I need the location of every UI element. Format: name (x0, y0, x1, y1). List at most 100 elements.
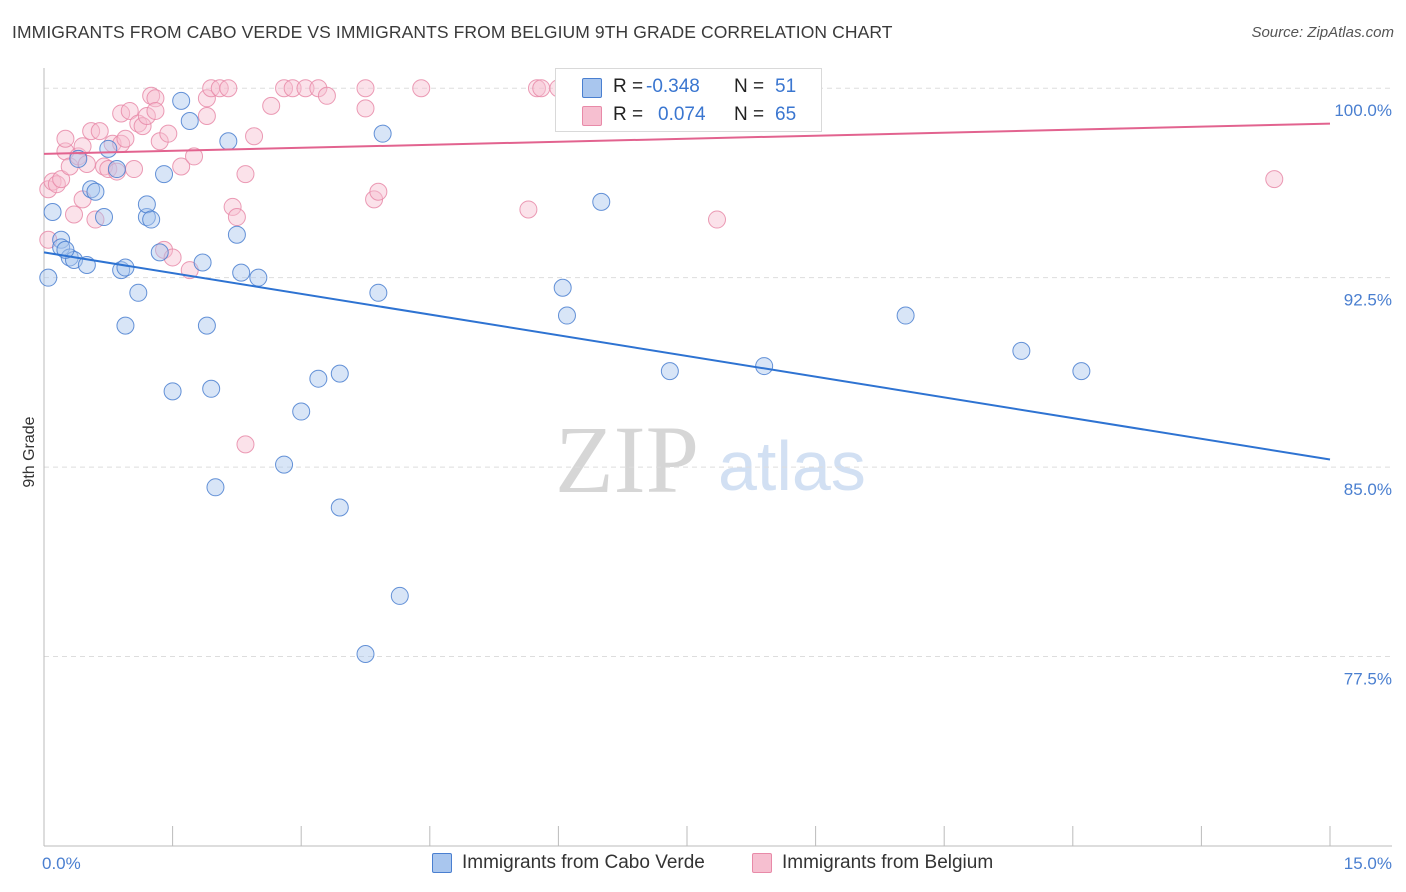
point-belgium (356, 79, 375, 98)
point-cabo-verde (69, 149, 88, 168)
point-belgium (412, 79, 431, 98)
point-cabo-verde (390, 586, 409, 605)
legend-n-label: N = (734, 104, 765, 125)
point-belgium (708, 210, 727, 229)
bottom-legend-label: Immigrants from Cabo Verde (462, 852, 705, 873)
legend-r-value: -0.348 (646, 76, 700, 97)
watermark-zip: ZIP (555, 406, 699, 513)
chart-title: IMMIGRANTS FROM CABO VERDE VS IMMIGRANTS… (12, 22, 893, 42)
point-cabo-verde (553, 278, 572, 297)
point-belgium (133, 117, 152, 136)
watermark: ZIP atlas (555, 406, 866, 513)
point-cabo-verde (249, 268, 268, 287)
point-belgium (519, 200, 538, 219)
source-credit: Source: ZipAtlas.com (1251, 24, 1394, 41)
point-cabo-verde (150, 243, 169, 262)
point-belgium (52, 170, 71, 189)
point-cabo-verde (275, 455, 294, 474)
y-tick-labels: 100.0% 92.5% 85.0% 77.5% (1334, 101, 1392, 688)
point-cabo-verde (202, 379, 221, 398)
point-belgium (527, 79, 546, 98)
point-belgium (137, 106, 156, 125)
point-cabo-verde (330, 498, 349, 517)
point-belgium (159, 124, 178, 143)
y-tick-label: 77.5% (1344, 670, 1392, 689)
point-belgium (245, 127, 264, 146)
legend-n-value: 65 (775, 104, 797, 125)
point-cabo-verde (163, 382, 182, 401)
point-belgium (146, 101, 165, 120)
point-cabo-verde (155, 165, 174, 184)
point-belgium (296, 79, 315, 98)
point-belgium (369, 182, 388, 201)
legend-n-value: 51 (775, 76, 797, 97)
point-cabo-verde (86, 182, 105, 201)
point-belgium (116, 129, 135, 148)
point-cabo-verde (292, 402, 311, 421)
stats-legend: R = -0.348 N = 51 R = 0.074 N = 65 (555, 68, 822, 132)
point-cabo-verde (107, 160, 126, 179)
point-belgium (90, 122, 109, 141)
legend-n-label: N = (734, 76, 765, 97)
point-cabo-verde (137, 195, 156, 214)
point-belgium (125, 160, 144, 179)
point-belgium (262, 96, 281, 115)
trend-lines (43, 122, 1331, 461)
series-cabo-verde (39, 91, 1091, 664)
point-belgium (219, 79, 238, 98)
point-belgium (532, 79, 551, 98)
point-belgium (197, 106, 216, 125)
point-cabo-verde (129, 283, 148, 302)
y-tick-label: 85.0% (1344, 480, 1392, 499)
trend-line-cabo-verde (43, 251, 1331, 461)
legend-row-cabo-verde: R = -0.348 N = 51 (556, 72, 821, 100)
point-belgium (65, 205, 84, 224)
bottom-legend-swatch-pink (752, 853, 772, 873)
point-cabo-verde (99, 139, 118, 158)
point-cabo-verde (43, 202, 62, 221)
point-cabo-verde (52, 230, 71, 249)
trend-line-belgium (43, 122, 1331, 155)
point-belgium (56, 129, 75, 148)
point-belgium (236, 435, 255, 454)
point-belgium (356, 99, 375, 118)
point-cabo-verde (896, 306, 915, 325)
point-cabo-verde (56, 240, 75, 259)
point-cabo-verde (373, 124, 392, 143)
axes (43, 68, 1392, 847)
watermark-atlas: atlas (718, 427, 866, 505)
point-cabo-verde (95, 208, 114, 227)
point-cabo-verde (309, 369, 328, 388)
point-belgium (185, 147, 204, 166)
point-belgium (227, 208, 246, 227)
point-cabo-verde (592, 192, 611, 211)
point-cabo-verde (116, 316, 135, 335)
point-cabo-verde (227, 225, 246, 244)
point-belgium (146, 89, 165, 108)
point-cabo-verde (206, 478, 225, 497)
point-cabo-verde (660, 362, 679, 381)
legend-swatch-blue (582, 78, 602, 98)
y-tick-label: 92.5% (1344, 291, 1392, 310)
point-belgium (120, 101, 139, 120)
point-belgium (77, 154, 96, 173)
point-belgium (236, 165, 255, 184)
x-tick-label: 0.0% (42, 854, 81, 873)
point-cabo-verde (39, 268, 58, 287)
point-belgium (283, 79, 302, 98)
point-cabo-verde (180, 112, 199, 131)
bottom-legend-label: Immigrants from Belgium (782, 852, 994, 873)
point-cabo-verde (1072, 362, 1091, 381)
point-belgium (317, 86, 336, 105)
legend-r-label: R = (613, 104, 644, 125)
point-cabo-verde (755, 357, 774, 376)
legend-r-value: 0.074 (658, 104, 706, 125)
point-cabo-verde (116, 258, 135, 277)
x-tick-label: 15.0% (1344, 854, 1392, 873)
point-cabo-verde (219, 132, 238, 151)
y-axis-label: 9th Grade (21, 416, 38, 487)
point-cabo-verde (369, 283, 388, 302)
point-belgium (172, 157, 191, 176)
point-cabo-verde (197, 316, 216, 335)
